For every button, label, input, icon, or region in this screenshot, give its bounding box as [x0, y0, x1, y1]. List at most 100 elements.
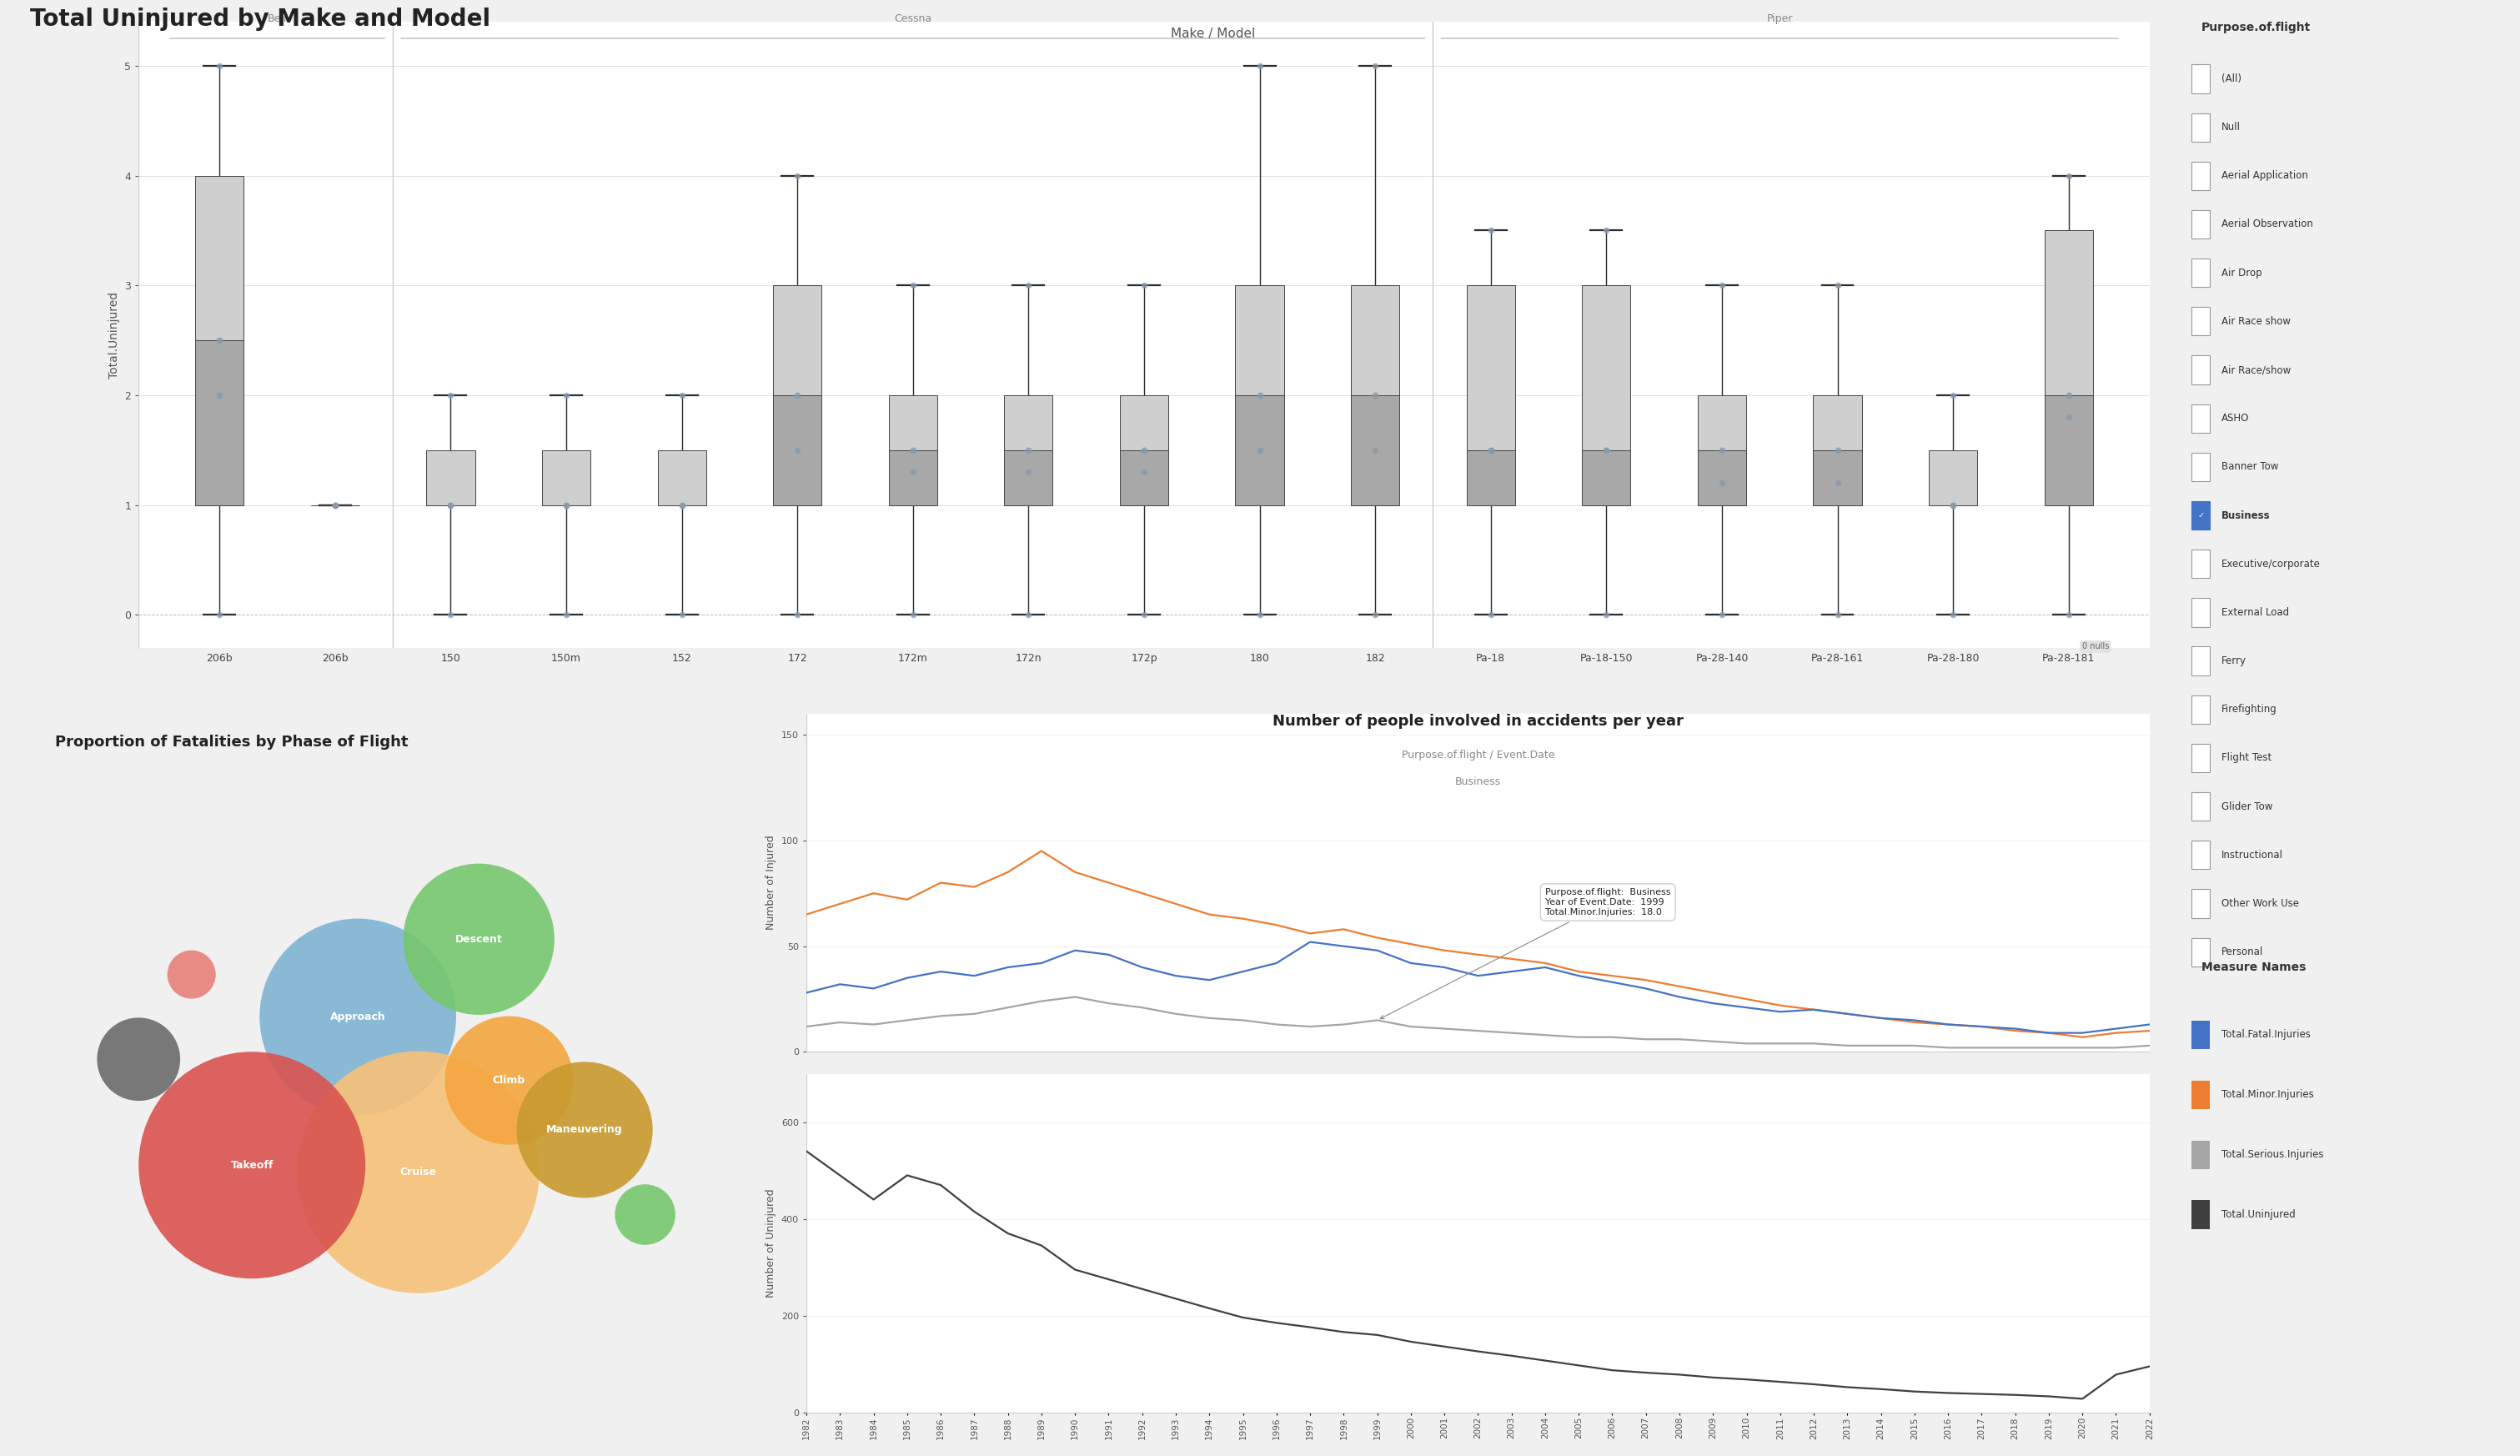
Bar: [2192, 307, 2210, 336]
Point: [315, 494, 355, 517]
Text: Total.Serious.Injuries: Total.Serious.Injuries: [2220, 1149, 2323, 1160]
Bar: [2044, 230, 2094, 395]
Point: [2049, 603, 2089, 626]
Bar: [2192, 1200, 2210, 1229]
Text: Total.Minor.Injuries: Total.Minor.Injuries: [2220, 1089, 2313, 1101]
Ellipse shape: [297, 1051, 539, 1293]
Point: [776, 438, 816, 462]
Point: [1817, 438, 1857, 462]
Point: [1472, 438, 1512, 462]
Bar: [426, 450, 474, 505]
Point: [431, 383, 471, 406]
Text: Cruise: Cruise: [401, 1166, 436, 1178]
Bar: [2192, 938, 2210, 967]
Bar: [2192, 695, 2210, 724]
Text: Purpose.of.flight:  Business
Year of Event.Date:  1999
Total.Minor.Injuries:  18: Purpose.of.flight: Business Year of Even…: [1381, 888, 1671, 1019]
Text: Bell: Bell: [267, 13, 287, 25]
Bar: [2192, 1080, 2210, 1109]
Text: Business: Business: [1454, 776, 1502, 786]
Point: [315, 494, 355, 517]
Text: Piper: Piper: [1767, 13, 1792, 25]
Text: Ferry: Ferry: [2220, 655, 2245, 667]
Bar: [2192, 114, 2210, 141]
Point: [2049, 406, 2089, 430]
Point: [1356, 383, 1396, 406]
Point: [892, 274, 932, 297]
Bar: [2192, 210, 2210, 239]
Point: [199, 54, 239, 77]
Text: Glider Tow: Glider Tow: [2220, 801, 2273, 812]
Point: [1933, 603, 1973, 626]
Bar: [2192, 890, 2210, 917]
Point: [1933, 383, 1973, 406]
Point: [547, 494, 587, 517]
Text: Air Race/show: Air Race/show: [2220, 364, 2291, 376]
Text: Total.Uninjured: Total.Uninjured: [2220, 1208, 2296, 1220]
Point: [547, 603, 587, 626]
Point: [776, 165, 816, 188]
Text: Air Drop: Air Drop: [2220, 268, 2263, 278]
Point: [1817, 472, 1857, 495]
Point: [1701, 472, 1741, 495]
Point: [1124, 460, 1164, 483]
Bar: [1583, 285, 1630, 450]
Bar: [890, 450, 937, 505]
Text: Aerial Application: Aerial Application: [2220, 170, 2308, 181]
Bar: [1005, 450, 1053, 505]
Point: [1933, 494, 1973, 517]
Y-axis label: Number of Injured: Number of Injured: [766, 836, 776, 930]
Point: [1701, 603, 1741, 626]
Text: Personal: Personal: [2220, 946, 2263, 958]
Bar: [1235, 285, 1283, 395]
Text: Purpose.of.flight: Purpose.of.flight: [2202, 22, 2311, 33]
Point: [2049, 165, 2089, 188]
Bar: [2192, 453, 2210, 480]
Bar: [2192, 598, 2210, 626]
Bar: [1235, 395, 1283, 505]
Bar: [1351, 285, 1399, 395]
Point: [1701, 274, 1741, 297]
Text: Banner Tow: Banner Tow: [2220, 462, 2278, 472]
Ellipse shape: [517, 1061, 653, 1198]
Text: Takeoff: Takeoff: [229, 1160, 275, 1171]
Ellipse shape: [166, 951, 217, 999]
Text: Total Uninjured by Make and Model: Total Uninjured by Make and Model: [30, 7, 491, 31]
Point: [1933, 494, 1973, 517]
Bar: [2192, 259, 2210, 287]
Point: [199, 603, 239, 626]
Text: ASHO: ASHO: [2220, 414, 2250, 424]
Point: [1240, 438, 1280, 462]
Point: [431, 494, 471, 517]
Text: Make / Model: Make / Model: [1172, 28, 1255, 41]
Bar: [2192, 405, 2210, 432]
Bar: [2192, 355, 2210, 384]
Bar: [1005, 395, 1053, 450]
Bar: [2192, 1140, 2210, 1169]
Point: [1356, 54, 1396, 77]
Bar: [194, 341, 244, 505]
Bar: [1119, 450, 1169, 505]
Point: [1585, 603, 1625, 626]
Bar: [1583, 450, 1630, 505]
Point: [1124, 438, 1164, 462]
Point: [547, 383, 587, 406]
Bar: [2192, 646, 2210, 676]
Bar: [1928, 450, 1978, 505]
Text: Total.Fatal.Injuries: Total.Fatal.Injuries: [2220, 1029, 2311, 1040]
Point: [1240, 603, 1280, 626]
Point: [892, 438, 932, 462]
Text: Purpose.of.flight / Event.Date: Purpose.of.flight / Event.Date: [1401, 750, 1555, 760]
Point: [1008, 274, 1048, 297]
Point: [199, 383, 239, 406]
Point: [1585, 438, 1625, 462]
Bar: [2192, 840, 2210, 869]
Text: Proportion of Fatalities by Phase of Flight: Proportion of Fatalities by Phase of Fli…: [55, 734, 408, 750]
Point: [199, 329, 239, 352]
Point: [1356, 603, 1396, 626]
Text: Firefighting: Firefighting: [2220, 705, 2278, 715]
Ellipse shape: [260, 919, 456, 1115]
Bar: [1467, 450, 1515, 505]
Point: [1240, 383, 1280, 406]
Point: [776, 383, 816, 406]
Bar: [658, 450, 706, 505]
